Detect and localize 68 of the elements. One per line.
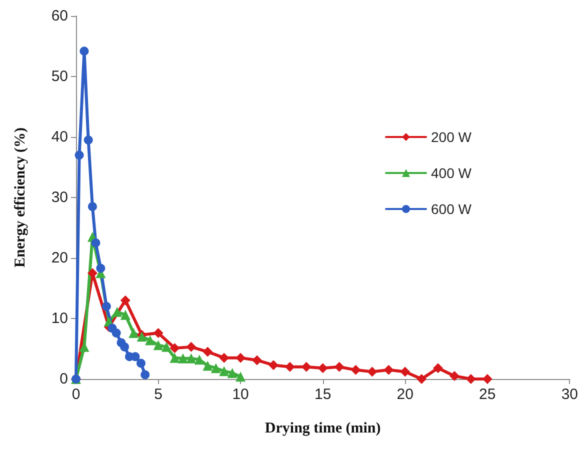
x-tick-label: 15 bbox=[314, 386, 332, 403]
x-tick-label: 25 bbox=[479, 386, 496, 403]
point bbox=[236, 352, 246, 363]
y-tick-label: 50 bbox=[51, 68, 68, 85]
point bbox=[102, 302, 111, 311]
point bbox=[112, 328, 121, 338]
point bbox=[91, 238, 100, 248]
point bbox=[284, 362, 295, 372]
point bbox=[88, 202, 97, 212]
point bbox=[128, 328, 139, 338]
x-tick-label: 10 bbox=[232, 386, 249, 403]
legend-label: 600 W bbox=[431, 201, 472, 217]
legend-label: 400 W bbox=[431, 165, 472, 181]
point bbox=[350, 364, 361, 375]
point bbox=[140, 370, 150, 380]
point bbox=[170, 343, 180, 354]
point bbox=[416, 374, 427, 384]
point bbox=[219, 366, 230, 376]
y-tick-label: 60 bbox=[51, 8, 68, 24]
point bbox=[252, 355, 262, 366]
y-tick-label: 40 bbox=[51, 128, 68, 146]
x-axis-title: Drying time (min) bbox=[264, 420, 381, 436]
point bbox=[449, 370, 460, 381]
x-tick-label: 5 bbox=[154, 386, 162, 403]
point bbox=[153, 340, 164, 350]
x-tick-label: 0 bbox=[72, 386, 80, 403]
y-tick-label: 10 bbox=[51, 310, 68, 327]
point bbox=[145, 335, 156, 346]
point bbox=[170, 352, 180, 363]
point bbox=[194, 354, 204, 365]
point bbox=[318, 363, 328, 374]
point bbox=[202, 360, 213, 371]
point bbox=[334, 362, 344, 372]
point bbox=[186, 353, 196, 364]
point bbox=[384, 364, 394, 375]
legend-label: 200 W bbox=[431, 129, 472, 145]
y-tick-label: 20 bbox=[51, 250, 68, 266]
point bbox=[433, 363, 444, 374]
point bbox=[210, 363, 221, 374]
point bbox=[367, 366, 378, 377]
point bbox=[96, 264, 106, 273]
point bbox=[87, 268, 98, 278]
point bbox=[120, 342, 130, 352]
point bbox=[236, 372, 246, 382]
point bbox=[400, 366, 410, 377]
point bbox=[202, 346, 213, 357]
y-axis-title: Energy efficiency (%) bbox=[12, 128, 28, 268]
point bbox=[136, 358, 146, 368]
point bbox=[219, 352, 230, 363]
point bbox=[227, 368, 238, 378]
y-tick-label: 30 bbox=[51, 189, 68, 206]
point bbox=[186, 342, 196, 352]
point bbox=[268, 360, 278, 370]
point bbox=[153, 328, 164, 338]
point bbox=[80, 46, 89, 56]
point bbox=[120, 295, 130, 306]
x-tick-label: 30 bbox=[561, 386, 578, 403]
point bbox=[482, 374, 492, 384]
point bbox=[466, 374, 476, 384]
point bbox=[74, 150, 84, 160]
point bbox=[178, 353, 188, 364]
point bbox=[84, 136, 93, 145]
point bbox=[301, 362, 312, 372]
point bbox=[112, 306, 122, 317]
point bbox=[162, 342, 172, 352]
y-tick-label: 0 bbox=[60, 370, 68, 388]
x-tick-label: 20 bbox=[396, 386, 414, 403]
point bbox=[120, 310, 130, 320]
